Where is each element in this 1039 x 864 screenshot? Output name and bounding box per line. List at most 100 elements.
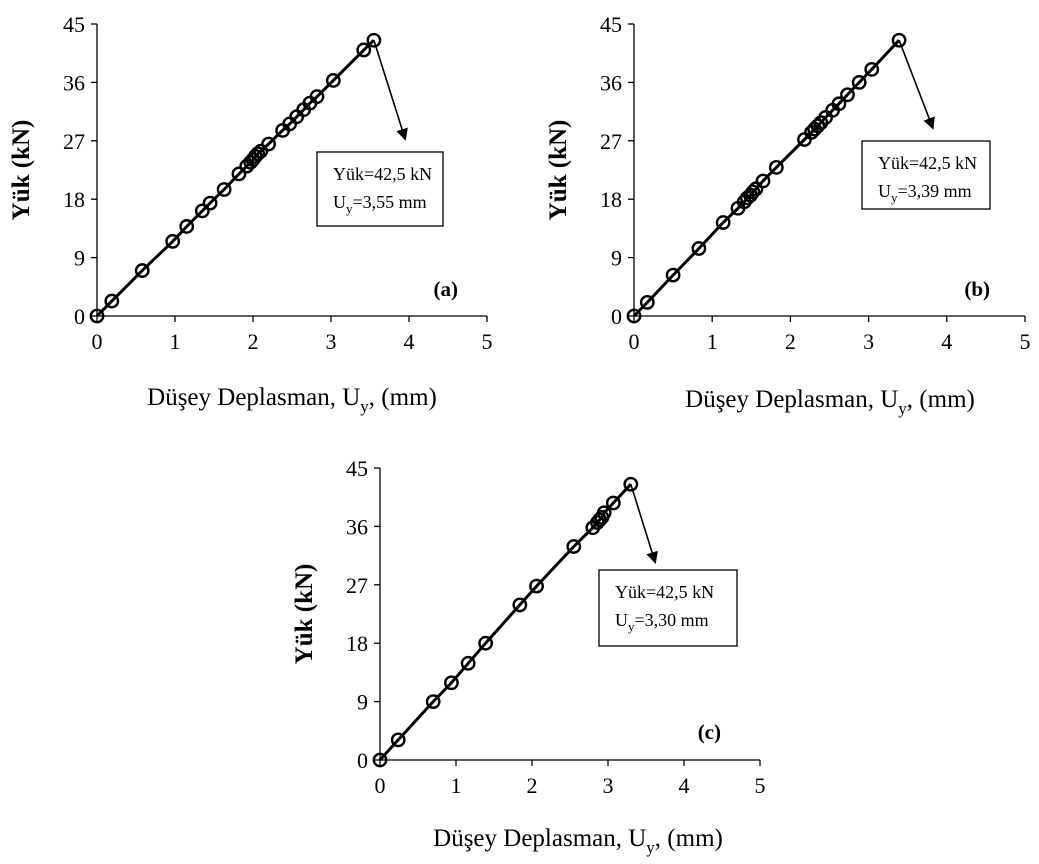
data-point [831,96,847,112]
annotation-box [598,569,738,647]
x-tick-label: 2 [527,773,538,798]
x-tick-label: 4 [679,773,690,798]
x-tick-label: 0 [92,329,103,354]
x-tick-label: 3 [603,773,614,798]
x-tick-label: 5 [755,773,766,798]
x-axis-label: Düşey Deplasman, Uy, (mm) [147,384,437,416]
data-point [325,73,341,88]
data-point [851,75,867,90]
y-tick-label: 0 [611,304,622,329]
y-tick-label: 36 [63,70,85,95]
data-point [755,173,771,189]
data-point [810,118,826,134]
y-tick-label: 9 [611,246,622,271]
x-tick-label: 5 [1020,329,1031,354]
data-point [356,42,372,58]
data-point [478,635,494,651]
data-point [202,195,218,211]
data-point [891,32,907,48]
series-line [95,39,375,318]
data-point [626,308,642,324]
data-point [231,166,247,182]
x-axis-label: Düşey Deplasman, Uy, (mm) [685,386,975,418]
annotation-arrow [630,483,658,564]
panel-label: (a) [434,277,459,301]
annotation-load-text: Yük=42,5 kN [333,164,432,184]
data-point [134,263,150,278]
data-point [691,241,707,256]
data-point [840,87,855,103]
x-tick-label: 3 [863,329,874,354]
annotation-displacement-text: Uy=3,30 mm [615,610,709,634]
x-tick-label: 1 [451,773,462,798]
data-point [261,136,276,152]
y-axis-label: Yük (kN) [8,120,35,221]
y-tick-label: 45 [63,12,85,37]
x-tick-label: 4 [941,329,952,354]
chart-panel-b: Yük (kN) Düşey Deplasman, Uy, (mm) 0 9 18 2… [545,12,1031,418]
panel-label: (c) [698,720,721,744]
data-point [366,32,382,48]
chart-panel-a: Yük (kN) Düşey Deplasman, Uy, (mm) 0 9 18 2… [8,12,493,416]
data-point [425,694,441,709]
data-point [216,182,232,197]
data-point [768,160,784,175]
series-line [632,39,901,318]
annotation-displacement-text: Uy=3,55 mm [333,192,427,216]
x-axis-label: Düşey Deplasman, Uy, (mm) [433,825,723,857]
y-tick-label: 36 [346,514,368,539]
data-point [566,539,582,554]
data-point [165,233,181,249]
data-point [444,675,459,691]
y-tick-label: 27 [346,573,368,598]
x-tick-label: 2 [248,329,259,354]
y-tick-label: 27 [63,129,85,154]
y-axis-label: Yük (kN) [545,120,572,221]
data-point [529,578,544,594]
y-axis-label: Yük (kN) [291,564,318,665]
annotation-box [316,151,444,227]
data-point [309,89,325,105]
data-point [460,655,476,671]
data-point [390,732,406,748]
data-point [250,146,266,162]
annotation-arrow [898,39,935,130]
y-tick-label: 0 [74,304,85,329]
y-tick-label: 9 [357,690,368,715]
x-tick-label: 2 [785,329,796,354]
data-point [89,308,105,324]
annotation-displacement-text: Uy=3,39 mm [878,181,972,205]
data-point [715,215,731,230]
data-point [512,597,528,613]
y-tick-label: 18 [600,187,622,212]
data-point [605,495,621,511]
annotation-load-text: Yük=42,5 kN [878,153,977,173]
data-point [665,267,681,283]
data-point [179,219,195,234]
data-point [864,62,880,77]
y-tick-label: 36 [600,70,622,95]
y-tick-label: 18 [63,187,85,212]
x-tick-label: 3 [326,329,337,354]
x-tick-label: 0 [375,773,386,798]
y-tick-label: 18 [346,631,368,656]
y-tick-label: 0 [357,748,368,773]
data-point [639,294,655,310]
y-tick-label: 45 [600,12,622,37]
x-tick-label: 5 [482,329,493,354]
data-point [745,184,761,200]
data-point [194,203,210,219]
annotation-arrow [373,39,408,141]
data-point [104,293,120,309]
y-tick-label: 27 [600,129,622,154]
annotation-box [861,140,991,210]
x-tick-label: 4 [404,329,415,354]
data-point [596,505,612,521]
x-tick-label: 1 [170,329,181,354]
data-point [623,476,639,492]
panel-label: (b) [964,277,990,301]
y-tick-label: 45 [346,456,368,481]
x-tick-label: 1 [707,329,718,354]
x-tick-label: 0 [629,329,640,354]
